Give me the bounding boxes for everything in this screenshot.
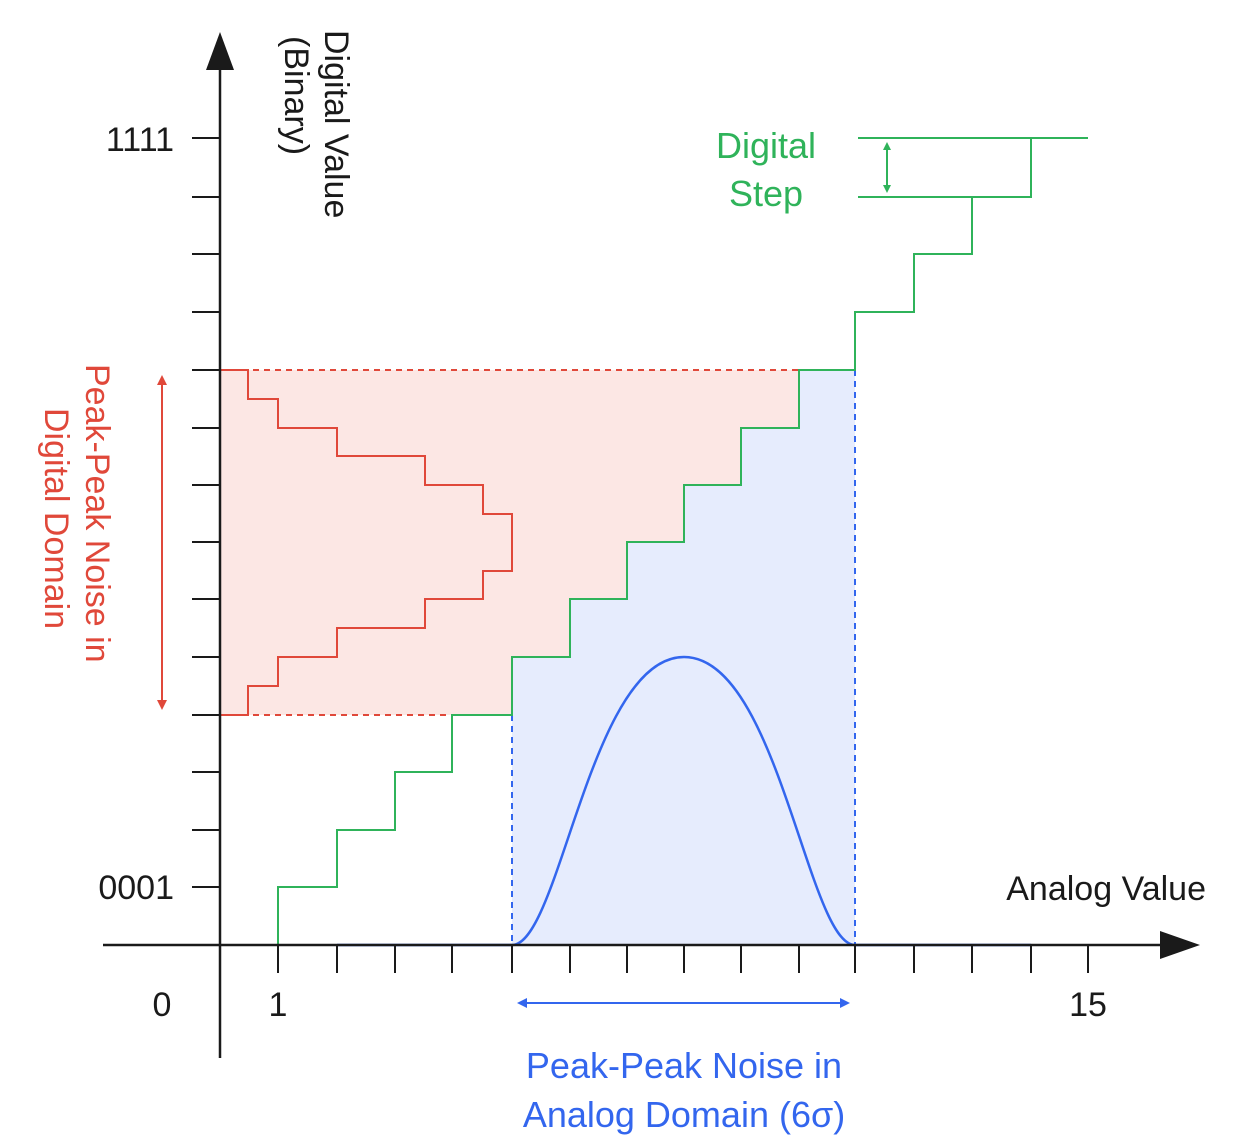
analog-noise-bounds bbox=[511, 370, 856, 945]
y-axis-label-line2: (Binary) bbox=[277, 36, 315, 155]
digital-step-label-line2: Step bbox=[729, 173, 803, 214]
x-tick-label-1: 1 bbox=[269, 986, 288, 1024]
analog-noise-label-line2: Analog Domain (6σ) bbox=[523, 1094, 845, 1135]
x-axis bbox=[103, 931, 1200, 973]
digital-noise-histogram bbox=[220, 369, 513, 716]
digital-noise-label-line1: Peak-Peak Noise in bbox=[78, 364, 116, 663]
digital-step-bracket bbox=[858, 137, 1031, 198]
y-axis-label-line1: Digital Value bbox=[317, 30, 355, 218]
x-tick-label-0: 0 bbox=[153, 986, 172, 1024]
digital-step-label-line1: Digital bbox=[716, 125, 816, 166]
y-tick-label-top: 1111 bbox=[106, 121, 174, 159]
adc-staircase bbox=[220, 137, 1088, 946]
y-axis bbox=[192, 32, 234, 1058]
x-axis-ticks bbox=[277, 945, 1089, 973]
y-tick-label-bottom: 0001 bbox=[98, 869, 174, 907]
y-axis-ticks bbox=[192, 137, 220, 888]
arrow-right-icon bbox=[1160, 931, 1200, 959]
arrow-up-icon bbox=[206, 32, 234, 70]
analog-noise-label-line1: Peak-Peak Noise in bbox=[526, 1045, 842, 1086]
x-axis-label: Analog Value bbox=[1006, 870, 1206, 908]
x-tick-label-15: 15 bbox=[1069, 986, 1107, 1024]
analog-noise-gaussian bbox=[337, 655, 1031, 947]
digital-noise-label-line2: Digital Domain bbox=[37, 408, 75, 629]
